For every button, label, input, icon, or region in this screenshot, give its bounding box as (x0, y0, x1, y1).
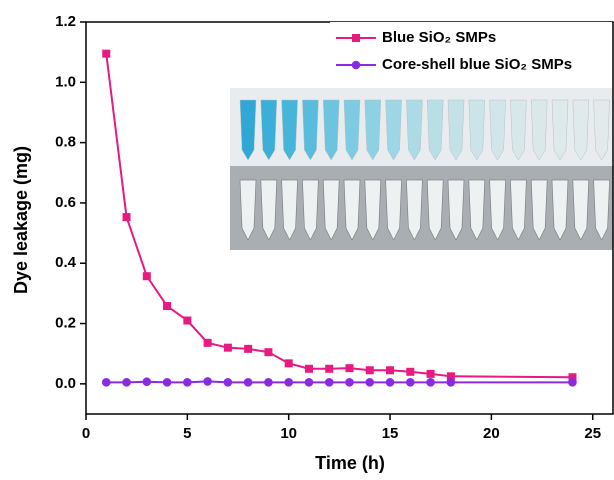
marker (304, 364, 313, 373)
x-tick-label: 0 (82, 425, 90, 442)
tube-blue (489, 99, 506, 161)
marker (426, 369, 435, 378)
x-tick-label: 15 (382, 425, 399, 442)
tube-blue (468, 99, 486, 161)
tube-clear (468, 179, 486, 241)
tube-clear (406, 179, 423, 241)
tube-blue (593, 99, 610, 161)
tube-blue (281, 99, 298, 161)
tube-clear (343, 179, 361, 241)
tube-clear (239, 179, 257, 241)
x-tick-label: 10 (280, 425, 297, 442)
y-tick-label: 1.0 (55, 73, 76, 90)
y-tick-label: 0.0 (55, 375, 76, 392)
tube-blue (406, 99, 423, 161)
tube-clear (322, 179, 340, 241)
marker (264, 378, 273, 387)
marker (406, 367, 415, 376)
marker (345, 364, 354, 373)
tube-clear (489, 179, 506, 241)
tube-blue (302, 99, 319, 161)
legend-box (330, 22, 612, 80)
tube-blue (447, 99, 465, 161)
tube-clear (572, 179, 590, 241)
x-tick-label: 20 (483, 425, 500, 442)
tube-clear (385, 179, 402, 241)
marker (352, 34, 360, 42)
tube-clear (530, 179, 548, 241)
marker (325, 364, 334, 373)
tube-clear (447, 179, 465, 241)
tube-clear (364, 179, 382, 241)
tube-blue (343, 99, 361, 161)
legend-label: Blue SiO₂ SMPs (382, 29, 496, 46)
legend: Blue SiO₂ SMPs Core-shell blue SiO₂ SMPs (330, 22, 612, 80)
marker (345, 378, 354, 387)
x-axis-title: Time (h) (315, 453, 385, 473)
marker (426, 378, 435, 387)
marker (365, 366, 374, 375)
tube-blue (260, 99, 278, 161)
tube-blue (322, 99, 340, 161)
marker (264, 348, 273, 357)
marker (568, 373, 577, 382)
marker (142, 377, 152, 387)
marker (223, 378, 233, 387)
marker (102, 49, 111, 58)
marker (122, 213, 131, 222)
tube-blue (385, 99, 402, 161)
tube-clear (281, 179, 298, 241)
tube-blue (364, 99, 382, 161)
tube-blue (530, 99, 548, 161)
tube-clear (593, 179, 610, 241)
marker (183, 378, 192, 387)
marker (365, 378, 375, 387)
tube-clear (302, 179, 319, 241)
marker (183, 316, 192, 325)
marker (162, 378, 172, 387)
tube-blue (551, 99, 569, 161)
marker (446, 372, 455, 381)
tube-blue (239, 99, 257, 161)
marker (568, 378, 577, 387)
marker (122, 378, 131, 387)
series-line (106, 380, 573, 384)
marker (324, 378, 334, 387)
y-tick-label: 0.2 (55, 315, 76, 332)
marker (284, 359, 293, 368)
tube-blue (426, 99, 444, 161)
tube-clear (260, 179, 278, 241)
tube-clear (426, 179, 444, 241)
tube-clear (551, 179, 569, 241)
marker (101, 378, 111, 387)
y-tick-label: 0.8 (55, 134, 76, 151)
marker (223, 343, 232, 352)
marker (244, 344, 253, 353)
tube-blue (572, 99, 590, 161)
y-tick-label: 1.2 (55, 13, 76, 30)
marker (385, 378, 395, 387)
x-tick-label: 25 (584, 425, 601, 442)
tube-clear (510, 179, 527, 241)
marker (386, 366, 395, 375)
marker (203, 338, 212, 347)
marker (351, 60, 361, 70)
tube-blue (510, 99, 527, 161)
y-axis-title: Dye leakage (mg) (11, 146, 31, 294)
marker (446, 378, 456, 387)
marker (243, 378, 253, 387)
marker (203, 377, 212, 386)
legend-label: Core-shell blue SiO₂ SMPs (382, 56, 572, 73)
marker (304, 378, 314, 387)
y-tick-label: 0.6 (55, 194, 76, 211)
inset-photo (230, 88, 613, 250)
x-tick-label: 5 (183, 425, 191, 442)
marker (163, 302, 172, 311)
marker (142, 272, 151, 281)
y-tick-label: 0.4 (55, 254, 77, 271)
marker (406, 378, 415, 387)
marker (284, 378, 293, 387)
